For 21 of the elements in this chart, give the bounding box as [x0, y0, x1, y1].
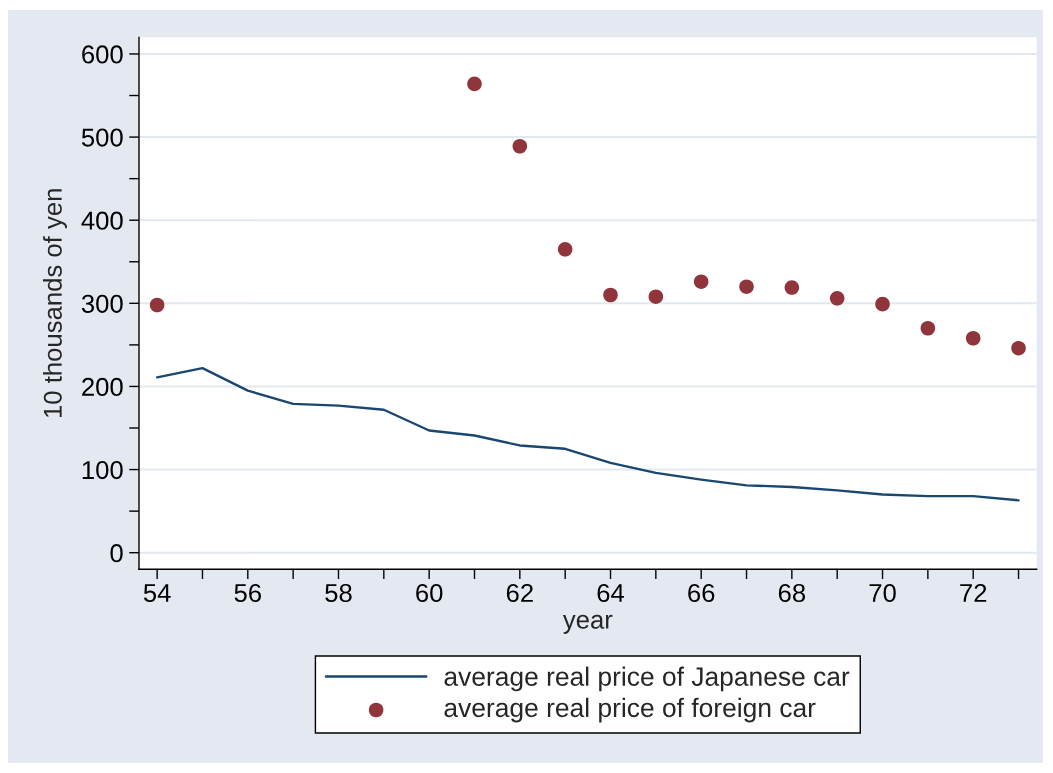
y-tick-label: 600 [82, 45, 123, 64]
x-axis-title: year [562, 614, 613, 634]
y-axis-title: 10 thousands of yen [43, 189, 67, 418]
x-tick-label: 70 [869, 583, 896, 603]
x-tick-label: 72 [960, 583, 987, 602]
x-tick-label: 62 [506, 583, 533, 603]
y-tick-label: 100 [82, 460, 123, 480]
y-tick-label: 500 [81, 128, 123, 147]
y-tick-label: 0 [110, 544, 123, 563]
x-tick-label: 60 [416, 583, 443, 603]
x-tick-label: 54 [143, 584, 171, 603]
y-tick-label: 300 [81, 294, 123, 313]
x-tick-label: 66 [688, 583, 715, 603]
legend-label: average real price of Japanese car [444, 666, 850, 692]
legend-label: average real price of foreign car [444, 697, 816, 723]
y-tick-label: 200 [82, 377, 123, 397]
x-tick-label: 64 [597, 583, 625, 603]
x-tick-label: 58 [325, 583, 352, 603]
x-tick-label: 68 [778, 583, 806, 603]
x-tick-label: 56 [234, 583, 261, 603]
y-tick-label: 400 [81, 211, 123, 230]
